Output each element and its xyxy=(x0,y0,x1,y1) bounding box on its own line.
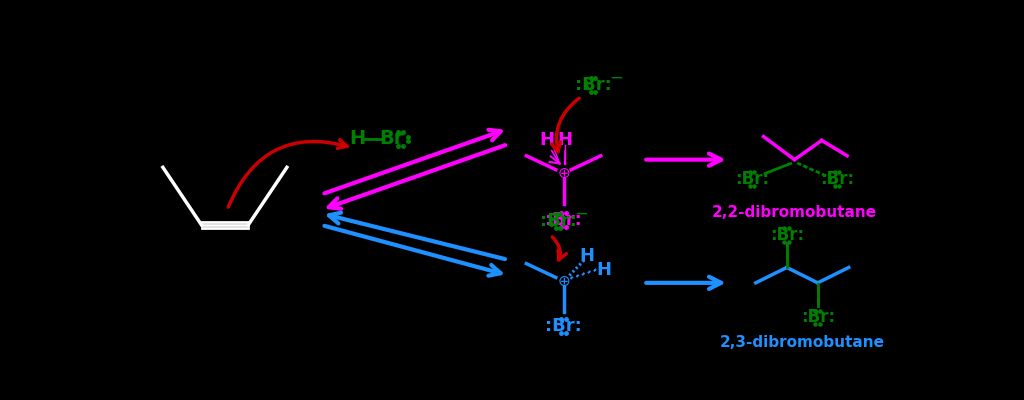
Text: :Br:: :Br: xyxy=(820,170,854,188)
Text: H: H xyxy=(558,131,572,149)
Text: Br: Br xyxy=(379,129,403,148)
FancyArrowPatch shape xyxy=(325,226,501,276)
Text: −: − xyxy=(609,68,624,86)
Text: H: H xyxy=(580,247,594,265)
Text: H: H xyxy=(539,131,554,149)
FancyArrowPatch shape xyxy=(552,98,580,152)
Text: H: H xyxy=(596,261,611,279)
Text: :Br:: :Br: xyxy=(801,308,835,326)
FancyArrowPatch shape xyxy=(325,130,501,193)
FancyArrowPatch shape xyxy=(646,277,721,289)
FancyArrowPatch shape xyxy=(646,154,721,166)
FancyArrowPatch shape xyxy=(228,140,347,207)
Text: :Br:: :Br: xyxy=(574,76,611,94)
Text: :Br:: :Br: xyxy=(735,170,769,188)
Text: 2,3-dibromobutane: 2,3-dibromobutane xyxy=(720,336,885,350)
Text: :Br:: :Br: xyxy=(540,212,577,230)
Text: :Br:: :Br: xyxy=(545,211,582,229)
FancyArrowPatch shape xyxy=(329,145,505,209)
Text: :Br:: :Br: xyxy=(770,226,804,244)
FancyArrowPatch shape xyxy=(552,237,566,260)
FancyArrowPatch shape xyxy=(329,213,505,259)
Text: ⊕: ⊕ xyxy=(557,274,570,289)
Text: 2,2-dibromobutane: 2,2-dibromobutane xyxy=(712,204,878,220)
Text: H: H xyxy=(349,129,366,148)
Text: −: − xyxy=(574,204,589,222)
Text: :Br:: :Br: xyxy=(545,317,582,335)
Text: ⊕: ⊕ xyxy=(557,166,570,181)
